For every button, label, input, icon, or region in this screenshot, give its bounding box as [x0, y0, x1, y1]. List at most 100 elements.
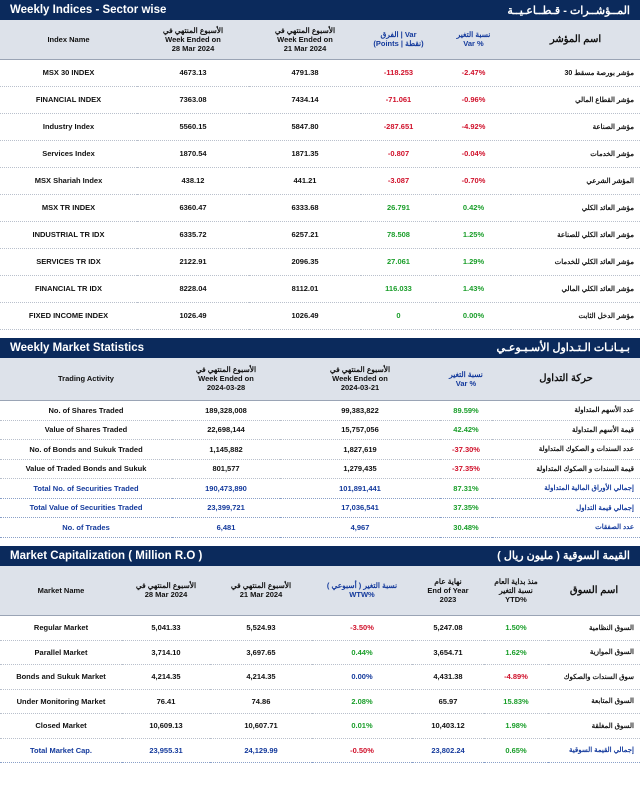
week1-value: 8228.04: [137, 275, 249, 303]
week2-value: 6257.21: [249, 221, 361, 249]
index-name: Industry Index: [0, 113, 137, 141]
stats-header-activity: Trading Activity: [0, 357, 172, 401]
index-name: MSX TR INDEX: [0, 194, 137, 222]
sector-header-pct: نسبة التغير Var %: [436, 20, 511, 60]
sector-header-week1-date: 28 Mar 2024: [171, 43, 215, 53]
market-name-ar: السوق النظامية: [548, 615, 640, 641]
activity-name-ar: عدد السندات و الصكوك المتداولة: [492, 439, 640, 460]
week2-value: 4,967: [280, 517, 440, 538]
sector-row: MSX Shariah Index 438.12 441.21 -3.087 -0.70…: [0, 167, 640, 195]
eoy-value: 3,654.71: [412, 640, 484, 665]
stats-header-week2-en: Week Ended on: [332, 374, 388, 384]
index-name-ar: مؤشر العائد الكلي للخدمات: [511, 248, 640, 276]
stats-row: No. of Shares Traded 189,328,008 99,383,82…: [0, 400, 640, 421]
week2-value: 6333.68: [249, 194, 361, 222]
index-name: MSX Shariah Index: [0, 167, 137, 195]
var-pct: 0.42%: [436, 194, 511, 222]
cap-header-eoy-ar: نهاية عام: [434, 576, 462, 586]
stats-title: Weekly Market Statistics: [10, 341, 145, 354]
week2-value: 8112.01: [249, 275, 361, 303]
sector-table: Index Name الأسبوع المنتهي في Week Ended …: [0, 20, 640, 330]
var-pct: -0.96%: [436, 86, 511, 114]
cap-header-ytd: منذ بداية العام نسبة التغير YTD%: [484, 565, 548, 616]
week2-value: 10,607.71: [210, 713, 312, 739]
activity-name-ar: إجمالي قيمة التداول: [492, 498, 640, 518]
stats-header-week1: الأسبوع المنتهي في Week Ended on 2024-03-2…: [172, 357, 280, 401]
sector-row: Services Index 1870.54 1871.35 -0.807 -0.04%…: [0, 140, 640, 168]
stats-header-week2: الأسبوع المنتهي في Week Ended on 2024-03-2…: [280, 357, 440, 401]
var-pct: 30.48%: [440, 517, 492, 538]
var-points: 78.508: [361, 221, 436, 249]
index-name: FIXED INCOME INDEX: [0, 302, 137, 330]
cap-table: Market Name الأسبوع المنتهي في 28 Mar 202…: [0, 565, 640, 764]
ytd-pct: 1.98%: [484, 713, 548, 739]
week2-value: 1,827,619: [280, 439, 440, 460]
sector-header-pct-en: Var %: [463, 39, 484, 49]
cap-header-week2-date: 21 Mar 2024: [239, 590, 283, 600]
stats-row: No. of Trades 6,481 4,967 30.48% عدد الصفقات: [0, 517, 640, 538]
stats-row: Value of Traded Bonds and Sukuk 801,577 1,…: [0, 459, 640, 479]
cap-header-wtw: نسبة التغير ( أسبوعي ) WTW%: [312, 565, 412, 616]
week1-value: 2122.91: [137, 248, 249, 276]
stats-header-week1-ar: الأسبوع المنتهي في: [195, 365, 257, 375]
wtw-pct: 0.44%: [312, 640, 412, 665]
sector-title: Weekly Indices - Sector wise: [10, 4, 167, 16]
cap-header-wtw-ar: نسبة التغير ( أسبوعي ): [326, 581, 398, 591]
cap-header-eoy: نهاية عام End of Year 2023: [412, 565, 484, 616]
index-name: INDUSTRIAL TR IDX: [0, 221, 137, 249]
cap-header-eoy-year: 2023: [439, 594, 457, 604]
stats-header-activity-ar: حركة التداول: [492, 357, 640, 401]
sector-header-pct-ar: نسبة التغير: [456, 30, 491, 40]
week2-value: 1,279,435: [280, 459, 440, 479]
week1-value: 23,399,721: [172, 498, 280, 518]
week2-value: 17,036,541: [280, 498, 440, 518]
sector-header-name: Index Name: [0, 20, 137, 60]
stats-header-week1-date: 2024-03-28: [206, 383, 246, 393]
wtw-pct: 0.01%: [312, 713, 412, 739]
activity-name: No. of Trades: [0, 517, 172, 538]
stats-title-ar: بـيـانـات الـتـداول الأسـبـوعـي: [496, 342, 630, 354]
activity-name: Total No. of Securities Traded: [0, 478, 172, 499]
week1-value: 801,577: [172, 459, 280, 479]
cap-header-ytd-ar1: منذ بداية العام: [494, 576, 538, 586]
week1-value: 7363.08: [137, 86, 249, 114]
var-points: -118.253: [361, 59, 436, 87]
stats-body: No. of Shares Traded 189,328,008 99,383,82…: [0, 400, 640, 538]
eoy-value: 10,403.12: [412, 713, 484, 739]
sector-row: FINANCIAL INDEX 7363.08 7434.14 -71.061 -0.9…: [0, 86, 640, 114]
var-points: 0: [361, 302, 436, 330]
sector-row: Industry Index 5560.15 5847.80 -287.651 -4.9…: [0, 113, 640, 141]
cap-header-week1: الأسبوع المنتهي في 28 Mar 2024: [122, 565, 210, 616]
var-pct: -37.30%: [440, 439, 492, 460]
activity-name-ar: إجمالي الأوراق المالية المتداولة: [492, 478, 640, 499]
week2-value: 3,697.65: [210, 640, 312, 665]
index-name-ar: مؤشر العائد الكلي للصناعة: [511, 221, 640, 249]
var-pct: 87.31%: [440, 478, 492, 499]
stats-header-week1-en: Week Ended on: [198, 374, 254, 384]
eoy-value: 65.97: [412, 689, 484, 714]
stats-header-pct: نسبة التغير Var %: [440, 357, 492, 401]
stats-header-pct-ar: نسبة التغير: [449, 369, 483, 379]
cap-header-ytd-ar2: نسبة التغير: [499, 585, 533, 595]
cap-body: Regular Market 5,041.33 5,524.93 -3.50% 5,24…: [0, 615, 640, 763]
week2-value: 4791.38: [249, 59, 361, 87]
stats-header-row: Trading Activity الأسبوع المنتهي في Week …: [0, 357, 640, 401]
cap-row: Closed Market 10,609.13 10,607.71 0.01% 10,4…: [0, 713, 640, 739]
cap-header-market-ar: اسم السوق: [548, 565, 640, 616]
activity-name: Value of Shares Traded: [0, 420, 172, 440]
week2-value: 99,383,822: [280, 400, 440, 421]
var-points: -287.651: [361, 113, 436, 141]
var-pct: -0.04%: [436, 140, 511, 168]
index-name-ar: مؤشر الدخل الثابت: [511, 302, 640, 330]
sector-row: FINANCIAL TR IDX 8228.04 8112.01 116.033 1.4…: [0, 275, 640, 303]
var-points: 26.791: [361, 194, 436, 222]
var-pct: -37.35%: [440, 459, 492, 479]
index-name: SERVICES TR IDX: [0, 248, 137, 276]
wtw-pct: 2.08%: [312, 689, 412, 714]
cap-row: Regular Market 5,041.33 5,524.93 -3.50% 5,24…: [0, 615, 640, 641]
week2-value: 101,891,441: [280, 478, 440, 499]
sector-header-var-ar: الفرق | Var: [380, 30, 417, 40]
stats-header-pct-en: Var %: [455, 378, 477, 388]
market-name: Regular Market: [0, 615, 122, 641]
stats-header-week2-date: 2024-03-21: [340, 383, 380, 393]
